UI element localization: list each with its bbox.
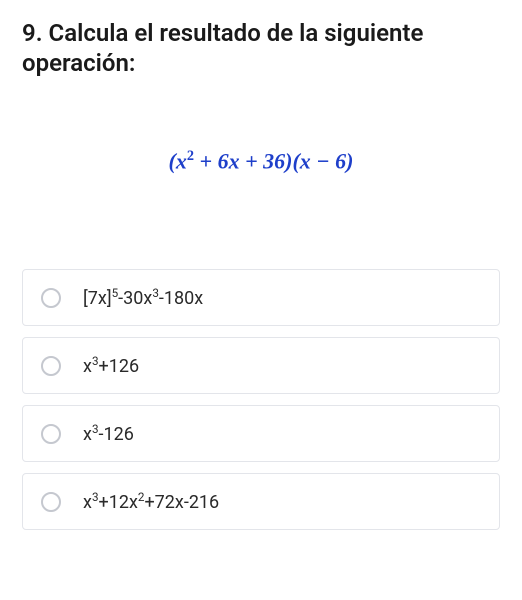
option-3[interactable]: x3-126 xyxy=(22,405,500,462)
option-label: x3+12x2+72x-216 xyxy=(83,490,219,513)
option-2[interactable]: x3+126 xyxy=(22,337,500,394)
option-1[interactable]: [7x]5-30x3-180x xyxy=(22,269,500,326)
radio-icon xyxy=(41,356,61,376)
option-4[interactable]: x3+12x2+72x-216 xyxy=(22,473,500,530)
question-title: 9. Calcula el resultado de la siguiente … xyxy=(22,18,500,78)
radio-icon xyxy=(41,492,61,512)
radio-icon xyxy=(41,424,61,444)
question-number: 9. xyxy=(22,19,43,47)
option-label: x3-126 xyxy=(83,422,134,445)
equation-display: (x2 + 6x + 36)(x − 6) xyxy=(22,148,500,174)
option-label: x3+126 xyxy=(83,354,139,377)
option-label: [7x]5-30x3-180x xyxy=(83,286,203,309)
radio-icon xyxy=(41,288,61,308)
question-text: Calcula el resultado de la siguiente ope… xyxy=(22,19,423,77)
options-list: [7x]5-30x3-180x x3+126 x3-126 x3+12x2+72… xyxy=(22,269,500,530)
